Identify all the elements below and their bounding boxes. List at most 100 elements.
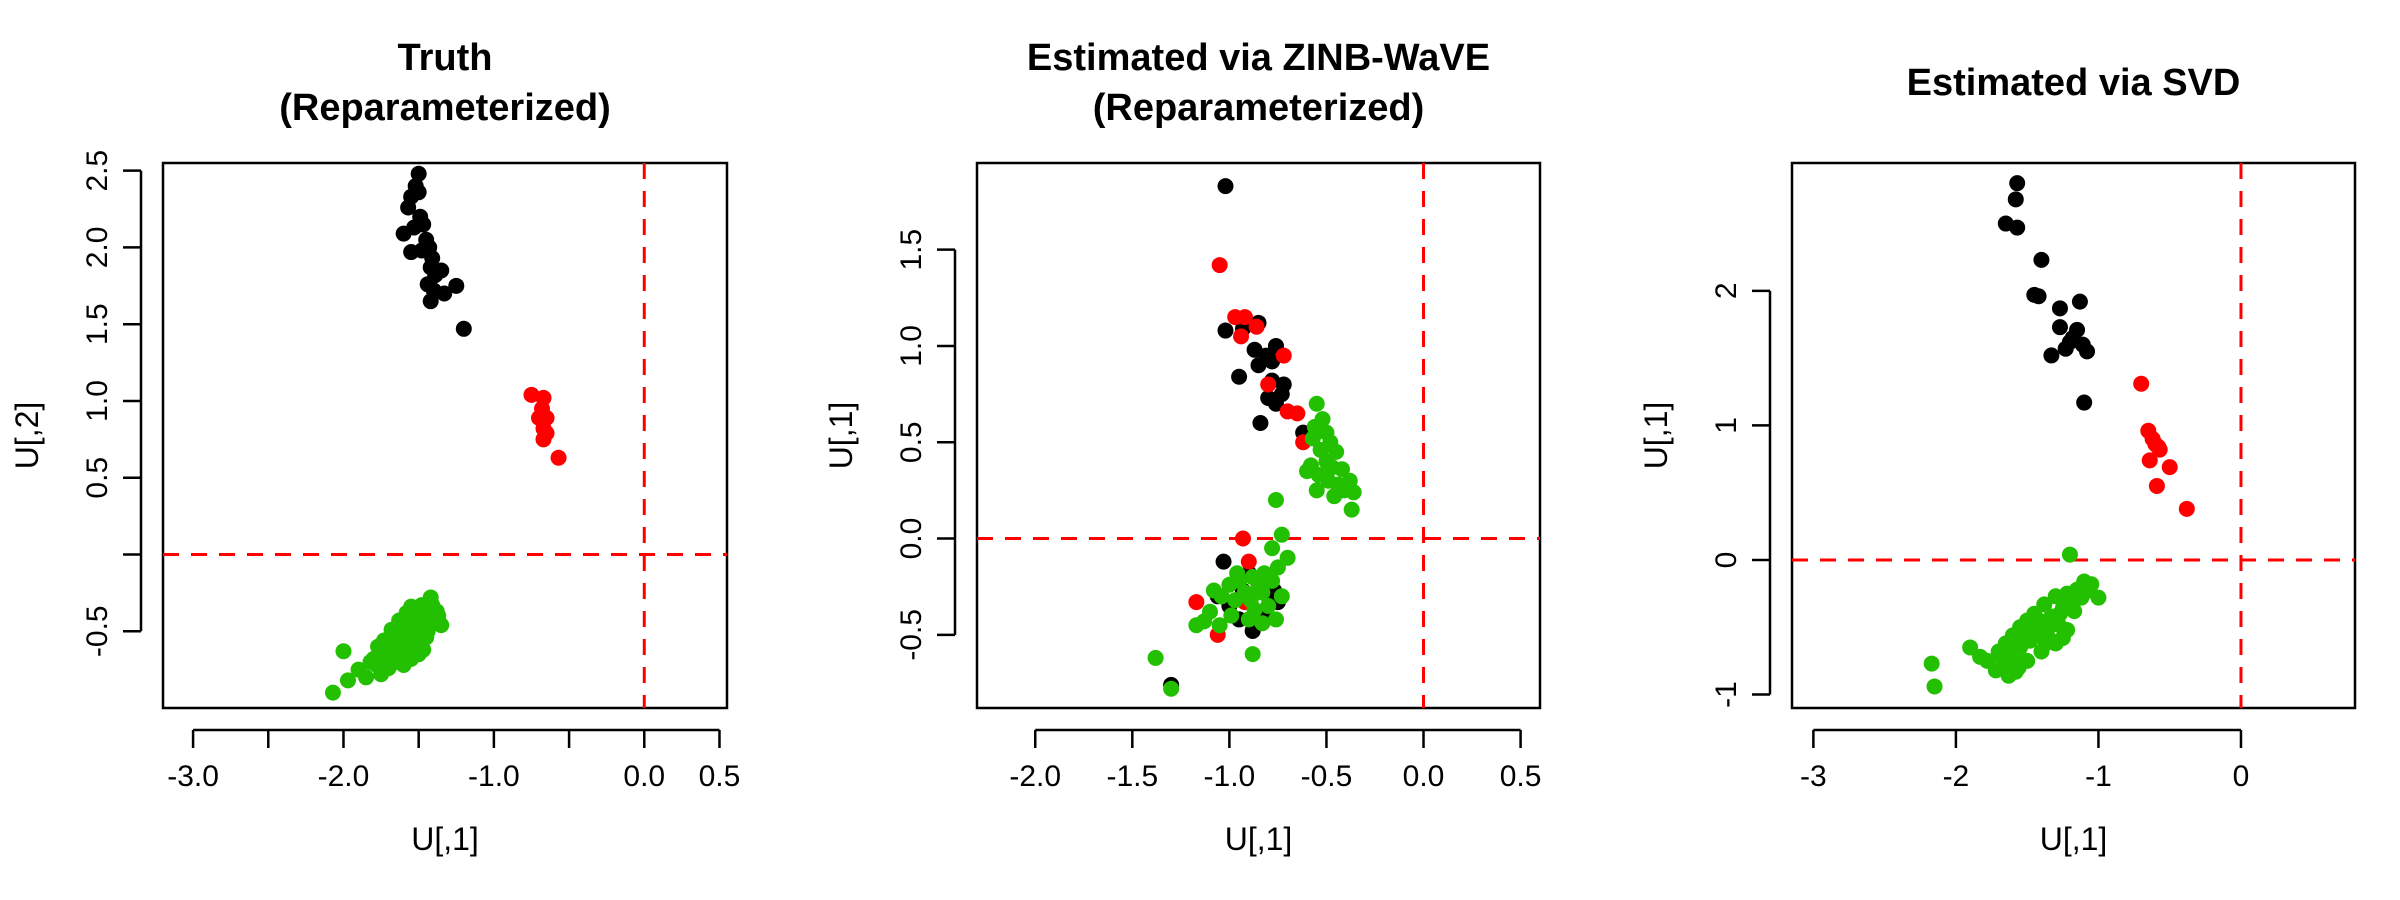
data-point xyxy=(1231,368,1248,385)
data-point xyxy=(1188,594,1205,611)
data-point xyxy=(2010,659,2027,676)
data-point xyxy=(2148,477,2165,494)
data-point xyxy=(1217,178,1234,195)
data-point xyxy=(1972,648,1989,665)
data-point xyxy=(1260,597,1277,614)
y-tick-label: 1.0 xyxy=(895,325,928,367)
data-point xyxy=(1299,463,1316,480)
data-point xyxy=(1326,488,1343,505)
plot-frame xyxy=(1790,161,2357,710)
series-2 xyxy=(523,386,567,466)
plot-frame xyxy=(161,161,729,710)
data-point xyxy=(1246,341,1263,358)
x-tick-label: -2 xyxy=(1943,760,1970,793)
data-point xyxy=(350,661,367,678)
data-point xyxy=(1289,405,1306,422)
data-point xyxy=(2007,191,2024,208)
chart-title-line: (Reparameterized) xyxy=(1093,87,1425,129)
y-axis-label: U[,1] xyxy=(1638,402,1674,470)
data-point xyxy=(2030,288,2047,305)
chart-panel-3: Estimated via SVD -3 -2 -1 0 -1 0 1 2 U[,1] U[,1] xyxy=(1638,62,2357,857)
data-point xyxy=(421,618,438,635)
data-point xyxy=(1244,646,1261,663)
data-point xyxy=(1308,482,1325,499)
x-axis-label: U[,1] xyxy=(2040,821,2108,857)
data-point xyxy=(1254,615,1271,632)
data-point xyxy=(1215,553,1232,570)
data-point xyxy=(1211,257,1228,274)
data-point xyxy=(2061,592,2078,609)
data-point xyxy=(1273,526,1290,543)
y-tick-label: -0.5 xyxy=(81,605,114,657)
y-tick-label: 1.0 xyxy=(81,380,114,422)
y-tick-label: 2.0 xyxy=(81,227,114,269)
data-point xyxy=(1252,414,1269,431)
data-point xyxy=(394,644,411,661)
data-point xyxy=(1345,484,1362,501)
data-point xyxy=(2147,436,2164,453)
data-point xyxy=(2043,347,2060,364)
chart-title-line: (Reparameterized) xyxy=(279,87,611,129)
data-point xyxy=(2040,619,2057,636)
y-tick-label: 0 xyxy=(1710,552,1743,569)
data-point xyxy=(2051,319,2068,336)
data-point xyxy=(2178,500,2195,517)
data-point xyxy=(523,386,540,403)
series-3 xyxy=(1923,546,2107,695)
data-point xyxy=(2076,394,2093,411)
data-point xyxy=(1221,576,1238,593)
x-tick-label: -3.0 xyxy=(167,760,219,793)
data-point xyxy=(2079,343,2096,360)
data-point xyxy=(2161,459,2178,476)
plot-frame xyxy=(975,161,1542,710)
data-point xyxy=(1962,639,1979,656)
data-point xyxy=(1267,492,1284,509)
x-tick-label: 0.5 xyxy=(1500,760,1542,793)
data-point xyxy=(2054,630,2071,647)
y-axis-label: U[,2] xyxy=(9,402,45,470)
data-point xyxy=(400,199,417,216)
data-point xyxy=(436,285,453,302)
data-point xyxy=(1923,655,1940,672)
x-tick-label: 0.5 xyxy=(699,760,741,793)
data-point xyxy=(1240,611,1257,628)
data-point xyxy=(1273,588,1290,605)
series-1 xyxy=(395,165,472,337)
data-point xyxy=(1240,553,1257,570)
x-tick-label: 0.0 xyxy=(1403,760,1445,793)
data-point xyxy=(1987,662,2004,679)
data-point xyxy=(415,641,432,658)
data-point xyxy=(403,244,420,261)
series-3 xyxy=(324,589,450,701)
data-point xyxy=(2057,340,2074,357)
x-axis-label: U[,1] xyxy=(411,821,479,857)
data-point xyxy=(1269,559,1286,576)
data-point xyxy=(1279,549,1296,566)
data-point xyxy=(535,431,552,448)
data-point xyxy=(422,293,439,310)
data-point xyxy=(324,684,341,701)
chart-panel-1: Truth (Reparameterized) -3.0 -2.0 -1.0 0.0 0.5… xyxy=(9,37,740,857)
y-axis-label: U[,1] xyxy=(823,402,859,470)
data-point xyxy=(1236,309,1253,326)
data-point xyxy=(2033,251,2050,268)
x-tick-label: -1.0 xyxy=(1204,760,1256,793)
data-point xyxy=(1993,648,2010,665)
y-tick-label: 1 xyxy=(1710,417,1743,434)
y-tick-label: 1.5 xyxy=(81,303,114,345)
data-point xyxy=(2051,605,2068,622)
data-point xyxy=(2079,582,2096,599)
y-tick-label: 0.5 xyxy=(895,421,928,463)
data-point xyxy=(1260,376,1277,393)
data-point xyxy=(382,649,399,666)
x-tick-label: -1.5 xyxy=(1106,760,1158,793)
data-point xyxy=(1229,565,1246,582)
y-tick-label: 2.5 xyxy=(81,150,114,192)
data-point xyxy=(1163,680,1180,697)
data-point xyxy=(1242,592,1259,609)
y-tick-label: -0.5 xyxy=(895,609,928,661)
data-point xyxy=(2061,546,2078,563)
chart-panel-2: Estimated via ZINB-WaVE (Reparameterized)… xyxy=(823,37,1541,857)
data-point xyxy=(410,165,427,182)
